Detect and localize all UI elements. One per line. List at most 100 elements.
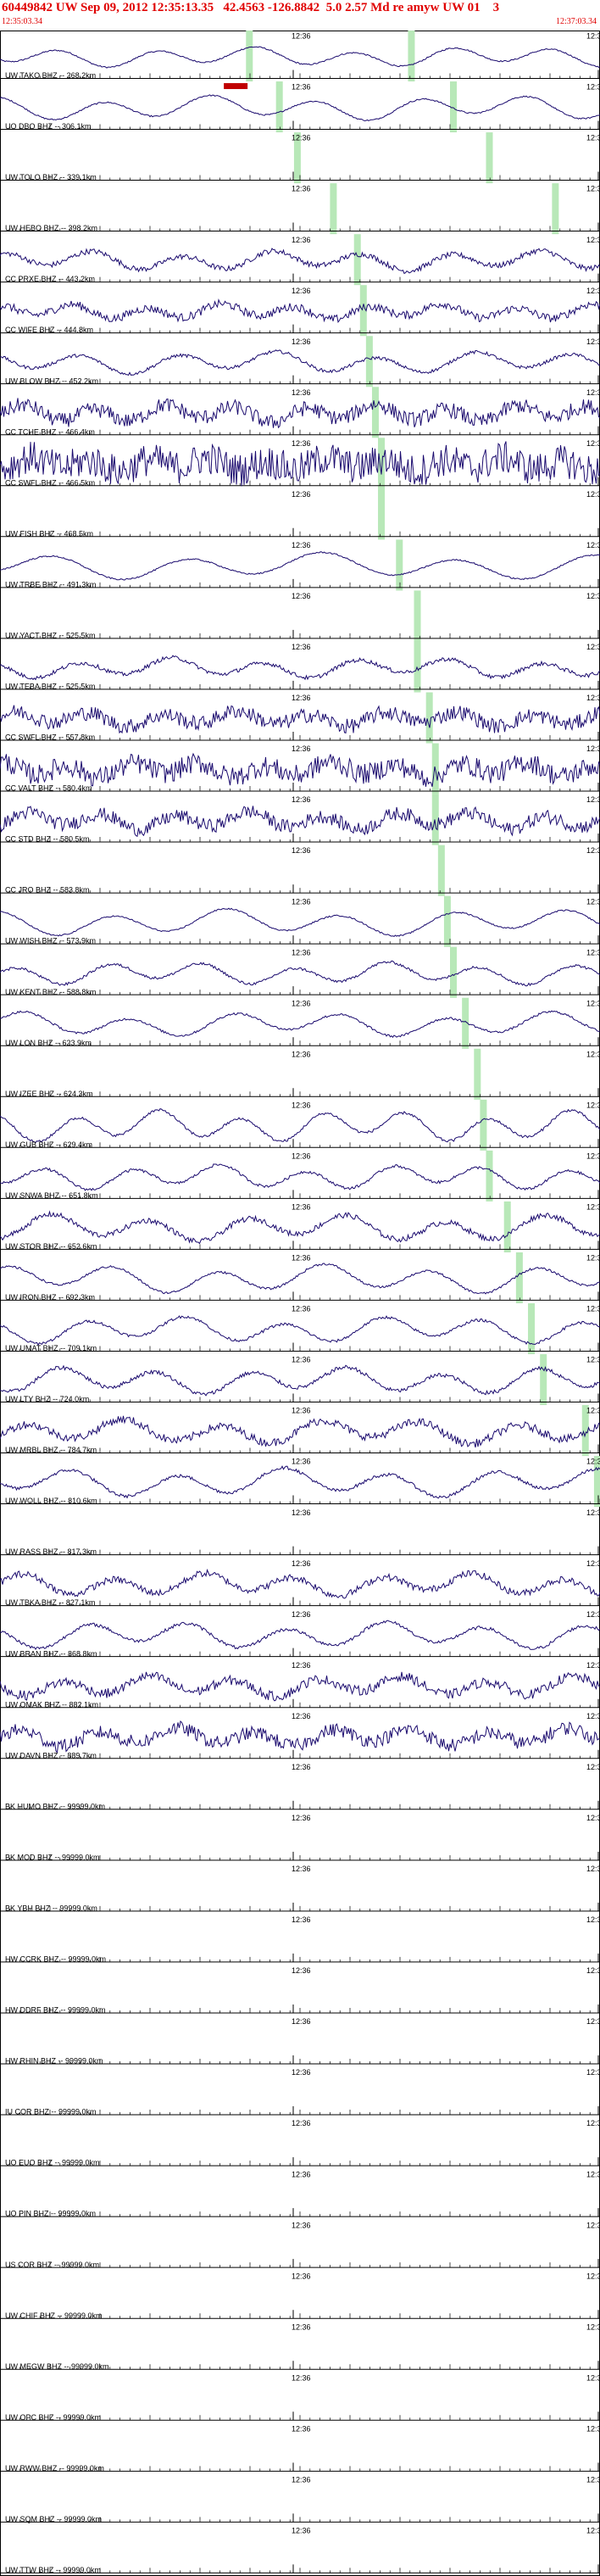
phase-pick [486,1150,493,1202]
time-label: 12:36 [292,1559,311,1568]
time-label: 12:3 [586,2527,600,2535]
waveform-trace [0,806,600,838]
time-label: 12:3 [586,2170,600,2178]
station-label: UW SNWA BHZ -- 651.8km [5,1191,98,1200]
start-time-label: 12:35:03.34 [2,17,43,26]
time-label: 12:36 [292,1814,311,1822]
phase-pick [330,183,337,235]
waveform-trace [0,705,600,734]
phase-pick [480,1099,487,1151]
time-label: 12:36 [292,2373,311,2382]
station-label: UW TEBA BHZ -- 525.5km [5,683,95,691]
station-label: UW STOR BHZ -- 652.6km [5,1242,97,1251]
time-label: 12:3 [586,2373,600,2382]
station-label: UW SQM BHZ -- 99999.0km [5,2515,102,2523]
station-label: UW WOLL BHZ -- 810.6km [5,1497,97,1505]
phase-pick [359,285,367,337]
time-label: 12:3 [586,337,600,346]
station-label: UW LTY BHZ -- 724.0km [5,1395,89,1403]
station-label: UW GUB BHZ -- 629.4km [5,1140,92,1149]
station-label: UW KENT BHZ -- 588.8km [5,988,96,996]
time-label: 12:3 [586,2424,600,2433]
time-label: 12:36 [292,1915,311,1924]
phase-pick [503,1201,511,1252]
station-label: CC SWFL BHZ -- 466.5km [5,478,95,487]
time-label: 12:3 [586,1151,600,1160]
station-label: IU COR BHZ -- 99999.0km [5,2108,97,2116]
phase-pick [450,81,457,133]
waveform-trace [0,1465,600,1499]
time-label: 12:36 [292,1865,311,1873]
time-label: 12:3 [586,643,600,651]
waveform-trace [0,1108,600,1144]
phase-pick [486,132,493,184]
waveform-trace [0,907,600,937]
time-label: 12:3 [586,134,600,142]
phase-pick [425,692,433,744]
phase-pick [408,31,415,82]
time-label: 12:36 [292,134,311,142]
waveform-trace [0,1364,600,1397]
time-label: 12:36 [292,1407,311,1415]
time-label: 12:36 [292,236,311,244]
phase-pick [474,1048,481,1100]
time-label: 12:36 [292,1458,311,1466]
time-label: 12:3 [586,948,600,956]
time-label: 12:3 [586,1610,600,1619]
time-label: 12:3 [586,2119,600,2127]
waveform-trace [0,248,600,275]
time-label: 12:36 [292,2221,311,2229]
time-label: 12:3 [586,1865,600,1873]
station-label: UW TAKO BHZ -- 268.2km [5,71,96,80]
time-label: 12:36 [292,2527,311,2535]
station-label: US COR BHZ -- 99999.0km [5,2261,99,2269]
time-label: 12:3 [586,1712,600,1720]
time-label: 12:36 [292,1203,311,1212]
station-label: UW TRBE BHZ -- 491.3km [5,580,96,588]
time-label: 12:3 [586,2476,600,2484]
time-label: 12:36 [292,744,311,753]
time-label: 12:3 [586,1508,600,1517]
time-label: 12:3 [586,694,600,702]
time-label: 12:3 [586,439,600,448]
time-label: 12:3 [586,185,600,193]
time-label: 12:3 [586,1458,600,1466]
time-label: 12:3 [586,592,600,600]
waveform-trace [0,960,600,987]
phase-pick [540,1354,547,1406]
time-label: 12:36 [292,2170,311,2178]
station-label: UW BLOW BHZ -- 452.2km [5,376,98,385]
time-label: 12:36 [292,1712,311,1720]
flag-marker [224,83,248,90]
phase-pick [462,997,469,1049]
time-label: 12:3 [586,388,600,397]
time-label: 12:36 [292,643,311,651]
station-label: BK YBH BHZ -- 99999.0km [5,1904,97,1912]
waveform-trace [0,655,600,681]
phase-pick [293,132,301,184]
phase-pick [246,31,253,82]
time-label: 12:3 [586,999,600,1007]
waveform-trace [0,1671,600,1702]
station-label: UW CHIF BHZ -- 99999.0km [5,2311,103,2320]
phase-pick [414,590,421,642]
time-label: 12:3 [586,83,600,92]
time-label: 12:3 [586,2221,600,2229]
waveform-trace [0,752,600,787]
time-label: 12:3 [586,1814,600,1822]
station-label: BK HUMO BHZ -- 99999.0km [5,1802,105,1810]
station-label: UO DBO BHZ -- 306.1km [5,122,92,131]
station-label: HW DDRF BHZ -- 99999.0km [5,2006,106,2015]
time-label: 12:36 [292,1305,311,1313]
station-label: UW HEBO BHZ -- 398.2km [5,224,97,232]
time-label: 12:36 [292,1101,311,1109]
phase-pick [528,1303,536,1355]
time-label: 12:3 [586,1559,600,1568]
station-label: UW OPC BHZ -- 99999.0km [5,2413,101,2422]
waveform-trace [0,298,600,323]
time-label: 12:3 [586,1203,600,1212]
waveform-trace [0,1163,600,1191]
time-label: 12:36 [292,1254,311,1263]
time-label: 12:3 [586,236,600,244]
station-label: UW TTW BHZ -- 99999.0km [5,2566,101,2574]
